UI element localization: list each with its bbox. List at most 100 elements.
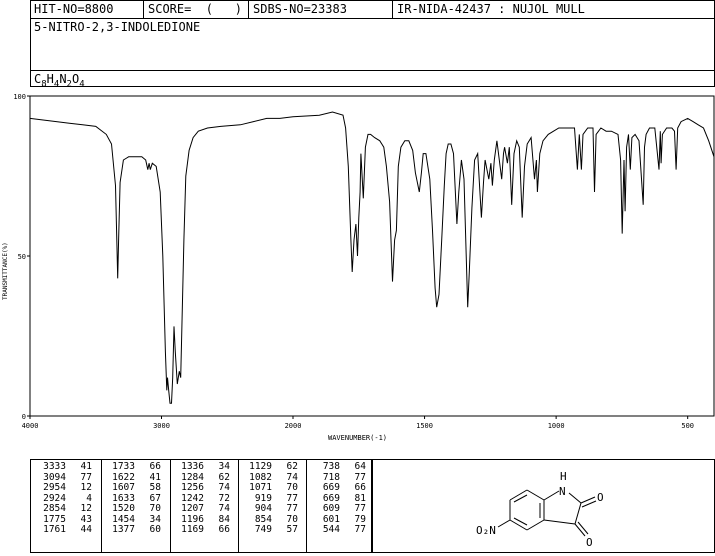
x-tick-label: 4000	[22, 422, 39, 430]
header-divider	[143, 1, 144, 18]
header-divider	[392, 1, 393, 18]
peak-transmittance: 77	[80, 471, 92, 483]
peak-table: 1336 34 1284 62 1256 74 1242 72 1207 74 1196 84 1169…	[172, 461, 232, 536]
score: SCORE= ( )	[148, 2, 242, 16]
peak-wavenumber: 1129	[249, 461, 272, 472]
peak-transmittance: 67	[149, 492, 161, 504]
bond	[526, 489, 545, 501]
peak-transmittance: 84	[218, 513, 230, 525]
x-axis-label: WAVENUMBER(-1)	[328, 434, 387, 442]
sdbs-number: SDBS-NO=23383	[253, 2, 347, 16]
peak-transmittance: 4	[86, 492, 92, 504]
aromatic-inner-bond	[513, 494, 528, 503]
nitro-group: O₂N	[476, 524, 496, 537]
peak-table: 3333 41 3094 77 2954 12 2924 4 2854 12 1775 43 1761 4…	[34, 461, 94, 536]
molecule-structure: H N O O O₂N	[476, 470, 604, 549]
formula-element: H	[46, 72, 54, 86]
peak-wavenumber: 669	[322, 492, 340, 504]
peak-wavenumber: 738	[322, 461, 340, 472]
peak-wavenumber: 919	[254, 492, 272, 504]
peak-row: 1242 72	[172, 492, 232, 505]
peak-transmittance: 70	[286, 513, 298, 525]
peak-column: 1129 62 1082 74 1071 70 919 77 904 77 854 70 749 57	[240, 461, 308, 556]
peak-column-divider	[306, 459, 307, 553]
bond	[543, 490, 560, 501]
carbonyl-bond	[574, 523, 586, 537]
y-tick-label: 0	[22, 413, 26, 421]
peak-transmittance: 74	[286, 471, 298, 483]
peak-transmittance: 64	[354, 461, 366, 472]
peak-table-box	[30, 459, 372, 553]
peak-row: 718 77	[308, 472, 368, 484]
peak-transmittance: 74	[218, 503, 230, 514]
peak-wavenumber: 1733	[112, 461, 135, 472]
x-tick-label: 500	[681, 422, 694, 430]
peak-wavenumber: 1622	[112, 471, 135, 483]
peak-wavenumber: 2924	[43, 492, 66, 504]
peak-wavenumber: 1775	[43, 513, 66, 525]
peak-transmittance: 74	[218, 482, 230, 493]
y-tick-label: 50	[18, 253, 26, 261]
peak-column-divider	[238, 459, 239, 553]
carbonyl-bond	[577, 521, 589, 535]
x-tick-label: 1000	[548, 422, 565, 430]
peak-row: 1196 84	[172, 513, 232, 526]
peak-table: 1733 66 1622 41 1607 58 1633 67 1520 70 1454 34 1377…	[103, 461, 163, 536]
ir-spectrum-chart: 0 50 100 4000 3000 2000 1500 1000 500 TRANSMITT…	[2, 93, 715, 442]
peak-wavenumber: 1196	[181, 513, 204, 525]
peak-wavenumber: 1607	[112, 482, 135, 493]
peak-wavenumber: 1071	[249, 482, 272, 493]
peak-transmittance: 66	[218, 524, 230, 535]
peak-wavenumber: 1336	[181, 461, 204, 472]
peak-wavenumber: 2954	[43, 482, 66, 493]
peak-transmittance: 34	[149, 513, 161, 525]
peak-transmittance: 34	[218, 461, 230, 472]
plot-frame	[29, 95, 715, 417]
peak-transmittance: 12	[80, 482, 92, 493]
peak-transmittance: 77	[354, 503, 366, 514]
peak-wavenumber: 1454	[112, 513, 135, 525]
peak-wavenumber: 1169	[181, 524, 204, 535]
peak-transmittance: 58	[149, 482, 161, 493]
formula-element: C	[34, 72, 42, 86]
peak-wavenumber: 2854	[43, 503, 66, 514]
peak-row: 3094 77	[34, 471, 94, 484]
header-rule	[31, 70, 714, 71]
peak-column-divider	[170, 459, 171, 553]
structure-box: H N O O O₂N	[372, 459, 715, 553]
peak-row: 1607 58	[103, 482, 163, 494]
peak-wavenumber: 1242	[181, 492, 204, 504]
peak-row: 1207 74	[172, 503, 232, 515]
peak-wavenumber: 1520	[112, 503, 135, 514]
peak-column: 1336 34 1284 62 1256 74 1242 72 1207 74 1196 84 1169…	[172, 461, 240, 556]
formula-element: N	[59, 72, 67, 86]
peak-row: 3333 41	[34, 461, 94, 473]
peak-row: 854 70	[240, 513, 300, 526]
bond	[543, 519, 576, 525]
y-axis-label: TRANSMITTANCE(%)	[2, 242, 9, 300]
peak-wavenumber: 904	[254, 503, 272, 514]
carbonyl-bond	[580, 496, 596, 504]
atom-o: O	[597, 491, 604, 504]
peak-row: 601 79	[308, 513, 368, 526]
aromatic-inner-bond	[513, 517, 528, 526]
peak-transmittance: 66	[149, 461, 161, 472]
spectrum-line	[29, 111, 715, 404]
bond	[574, 502, 582, 525]
peak-row: 1377 60	[103, 524, 163, 536]
peak-row: 2924 4	[34, 492, 94, 505]
peak-column: 3333 41 3094 77 2954 12 2924 4 2854 12 1775 43 1761 4…	[34, 461, 102, 556]
bond	[568, 492, 582, 504]
peak-row: 1169 66	[172, 524, 232, 536]
peak-wavenumber: 3094	[43, 471, 66, 483]
compound-name: 5-NITRO-2,3-INDOLEDIONE	[34, 20, 201, 34]
peak-row: 1454 34	[103, 513, 163, 526]
peak-transmittance: 77	[286, 492, 298, 504]
peak-wavenumber: 601	[322, 513, 340, 525]
peak-transmittance: 60	[149, 524, 161, 535]
peak-row: 1775 43	[34, 513, 94, 526]
y-tick-label: 100	[13, 93, 26, 101]
peak-transmittance: 44	[80, 524, 92, 535]
peak-row: 1622 41	[103, 471, 163, 484]
peak-transmittance: 62	[286, 461, 298, 472]
